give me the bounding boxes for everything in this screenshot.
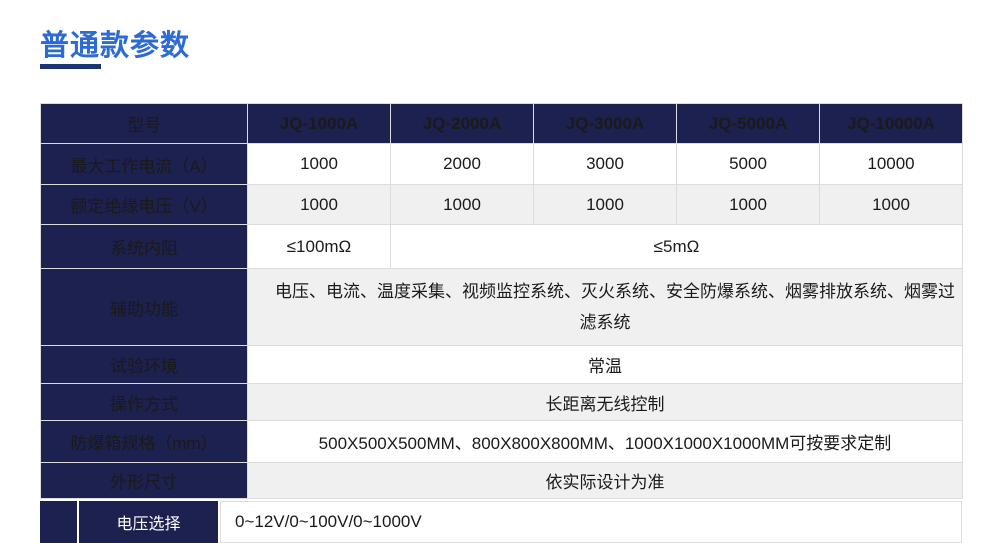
spec-table: 型号 JQ-1000A JQ-2000A JQ-3000A JQ-5000A J… [40, 103, 963, 499]
cell-rated-voltage-4: 1000 [676, 184, 820, 225]
cell-rated-voltage-3: 1000 [533, 184, 677, 225]
row-max-current: 最大工作电流（A） 1000 2000 3000 5000 10000 [40, 143, 963, 185]
cell-aux-functions: 电压、电流、温度采集、视频监控系统、灭火系统、安全防爆系统、烟雾排放系统、烟雾过… [247, 268, 963, 346]
cell-operation-mode: 长距离无线控制 [247, 383, 963, 421]
row-label-operation-mode: 操作方式 [40, 383, 248, 421]
row-operation-mode: 操作方式 长距离无线控制 [40, 383, 963, 421]
row-label-voltage-selection: 电压选择 [79, 501, 218, 543]
cell-max-current-2: 2000 [390, 143, 534, 185]
row-label-explosion-proof-box: 防爆箱规格（mm） [40, 420, 248, 463]
model-header-jq5000a: JQ-5000A [676, 103, 820, 144]
model-header-jq10000a: JQ-10000A [819, 103, 963, 144]
row-internal-resistance: 系统内阻 ≤100mΩ ≤5mΩ [40, 224, 963, 269]
title-underline [40, 64, 101, 69]
row-test-environment: 试验环境 常温 [40, 345, 963, 384]
cell-rated-voltage-2: 1000 [390, 184, 534, 225]
cell-internal-resistance-span: ≤5mΩ [390, 224, 963, 269]
page-title: 普通款参数 [40, 30, 191, 62]
row-label-internal-resistance: 系统内阻 [40, 224, 248, 269]
row-outer-dimensions: 外形尺寸 依实际设计为准 [40, 462, 963, 499]
partial-row-voltage-selection: 电压选择 0~12V/0~100V/0~1000V [40, 501, 962, 543]
cell-explosion-proof-box: 500X500X500MM、800X800X800MM、1000X1000X10… [247, 420, 963, 463]
cell-max-current-3: 3000 [533, 143, 677, 185]
row-aux-functions: 辅助功能 电压、电流、温度采集、视频监控系统、灭火系统、安全防爆系统、烟雾排放系… [40, 268, 963, 346]
cell-outer-dimensions: 依实际设计为准 [247, 462, 963, 499]
cell-max-current-1: 1000 [247, 143, 391, 185]
cell-rated-voltage-1: 1000 [247, 184, 391, 225]
row-label-max-current: 最大工作电流（A） [40, 143, 248, 185]
model-header-jq1000a: JQ-1000A [247, 103, 391, 144]
table-header-row: 型号 JQ-1000A JQ-2000A JQ-3000A JQ-5000A J… [40, 103, 963, 144]
cell-max-current-5: 10000 [819, 143, 963, 185]
row-label-rated-voltage: 额定绝缘电压（V） [40, 184, 248, 225]
cell-test-environment: 常温 [247, 345, 963, 384]
cell-internal-resistance-1: ≤100mΩ [247, 224, 391, 269]
cell-max-current-4: 5000 [676, 143, 820, 185]
partial-group-cell [40, 501, 77, 543]
cell-rated-voltage-5: 1000 [819, 184, 963, 225]
row-rated-voltage: 额定绝缘电压（V） 1000 1000 1000 1000 1000 [40, 184, 963, 225]
row-explosion-proof-box: 防爆箱规格（mm） 500X500X500MM、800X800X800MM、10… [40, 420, 963, 463]
row-label-aux-functions: 辅助功能 [40, 268, 248, 346]
row-label-outer-dimensions: 外形尺寸 [40, 462, 248, 499]
model-header-jq3000a: JQ-3000A [533, 103, 677, 144]
corner-cell-model: 型号 [40, 103, 248, 144]
cell-voltage-selection: 0~12V/0~100V/0~1000V [220, 501, 962, 543]
model-header-jq2000a: JQ-2000A [390, 103, 534, 144]
row-label-test-environment: 试验环境 [40, 345, 248, 384]
